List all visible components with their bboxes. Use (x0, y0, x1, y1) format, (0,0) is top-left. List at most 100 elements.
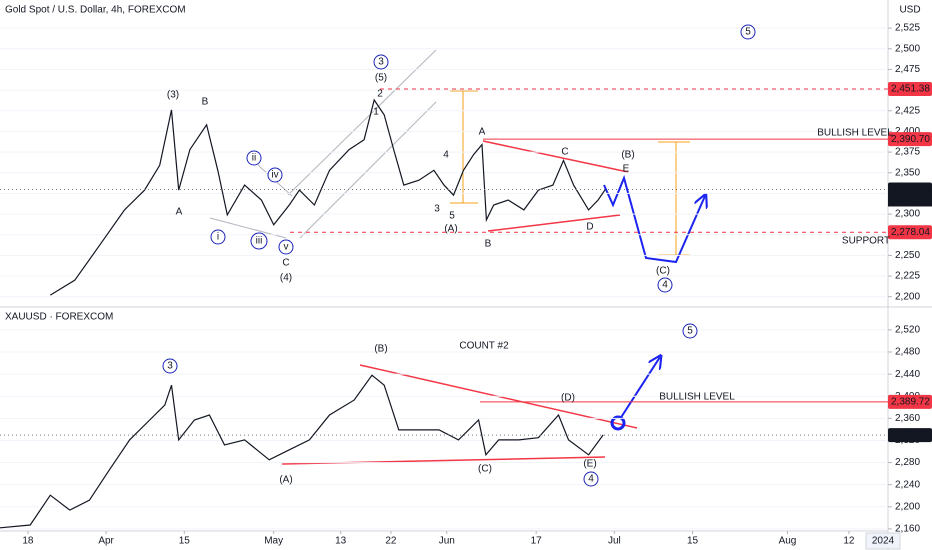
x-tick-label: 22 (385, 536, 397, 547)
wave-label: (C) (656, 266, 670, 277)
year-box (865, 532, 901, 550)
triangle-line (482, 140, 629, 173)
wave-label: 4 (443, 150, 449, 161)
wave-label: C (561, 147, 568, 158)
wave-circle (267, 167, 283, 183)
wave-label: (B) (621, 150, 634, 161)
wave-label: B (202, 97, 209, 108)
y-tick-label: 2,375 (895, 147, 920, 158)
currency: USD (899, 5, 920, 16)
price-label-box (888, 81, 932, 96)
x-tick-label: May (264, 536, 283, 547)
wave-label: (A) (444, 224, 457, 235)
channel-line (299, 101, 437, 239)
y-tick-label: 2,525 (895, 23, 920, 34)
wave-label: A (176, 207, 183, 218)
y-tick-label: 2,200 (895, 291, 920, 302)
wave-label: A (479, 127, 486, 138)
wave-label: (D) (561, 393, 575, 404)
price-label-box (888, 428, 932, 443)
chart-title: XAUUSD · FOREXCOM (5, 312, 113, 323)
breakout-ring (610, 415, 626, 431)
wave-circle (162, 358, 178, 374)
price-label: 2,329.76 (891, 184, 930, 195)
x-tick-label: Aug (779, 536, 797, 547)
wave-label: (3) (167, 90, 179, 101)
y-tick-label: 2,160 (895, 524, 920, 535)
wave-label: 4 (662, 280, 668, 291)
y-tick-label: 2,200 (895, 501, 920, 512)
x-tick-label: 17 (531, 536, 543, 547)
price-label: 2,329.69 (891, 430, 930, 441)
x-tick-label: 13 (335, 536, 347, 547)
countdown: 04:40 (893, 195, 918, 206)
projection (619, 357, 660, 420)
wave-label: BULLISH LEVEL (659, 392, 735, 403)
plot-area (0, 329, 888, 530)
y-tick-label: 2,520 (895, 325, 920, 336)
wave-label: (4) (280, 273, 292, 284)
x-tick-label: 15 (179, 536, 191, 547)
y-tick-label: 2,500 (895, 43, 920, 54)
x-tick-label: Apr (98, 536, 114, 547)
wave-label: (B) (374, 344, 387, 355)
x-tick-label: 12 (843, 536, 855, 547)
price-label-box (888, 132, 932, 147)
wave-label: E (623, 164, 630, 175)
wave-circle (246, 150, 262, 166)
x-tick-label: Jun (439, 536, 455, 547)
y-tick-label: 2,440 (895, 369, 920, 380)
channel-line (287, 49, 437, 196)
wave-label: SUPPORT (842, 236, 890, 247)
wave-label: iv (271, 170, 278, 181)
wave-circle (682, 323, 698, 339)
y-tick-label: 2,350 (895, 167, 920, 178)
chart-title: Gold Spot / U.S. Dollar, 4h, FOREXCOM (5, 5, 186, 16)
wave-circle (373, 54, 389, 70)
wave-label: 2 (377, 89, 383, 100)
wave-label: (E) (583, 459, 596, 470)
wave-label: (5) (375, 73, 387, 84)
measure (450, 90, 478, 204)
wave-label: COUNT #2 (459, 341, 509, 352)
wave-label: 1 (373, 107, 379, 118)
y-tick-label: 2,425 (895, 105, 920, 116)
wave-label: 3 (378, 57, 384, 68)
x-tick-label: Jul (608, 536, 621, 547)
y-tick-label: 2,475 (895, 64, 920, 75)
wave-circle (250, 232, 268, 250)
y-tick-label: 2,300 (895, 209, 920, 220)
wave-label: C (282, 258, 289, 269)
price-line (0, 374, 604, 529)
y-tick-label: 2,360 (895, 413, 920, 424)
projection (603, 174, 705, 264)
wave-circle (583, 471, 599, 487)
wave-label: (A) (279, 475, 292, 486)
wave-label: 4 (588, 474, 594, 485)
wave-label: i (217, 232, 219, 243)
wave-label: 3 (434, 204, 440, 215)
triangle-line (487, 214, 621, 232)
price-label-box (888, 225, 932, 240)
wave-label: 5 (745, 27, 751, 38)
wave-circle (210, 229, 226, 245)
wave-label: iii (256, 236, 263, 247)
wave-label: 3 (167, 361, 173, 372)
price-label-box (888, 182, 932, 197)
y-tick-label: 2,225 (895, 271, 920, 282)
price-label-box (888, 394, 932, 409)
plot-area (0, 27, 888, 298)
wave-label: D (586, 222, 593, 233)
wave-circle (657, 277, 673, 293)
wave-label: BULLISH LEVEL (817, 128, 893, 139)
wave-label: ii (252, 153, 256, 164)
y-tick-label: 2,280 (895, 457, 920, 468)
wave-circle (278, 239, 294, 255)
y-tick-label: 2,400 (895, 126, 920, 137)
wave-label: (C) (478, 464, 492, 475)
wave-label: B (485, 239, 492, 250)
wave-label: v (284, 242, 289, 253)
y-tick-label: 2,250 (895, 250, 920, 261)
